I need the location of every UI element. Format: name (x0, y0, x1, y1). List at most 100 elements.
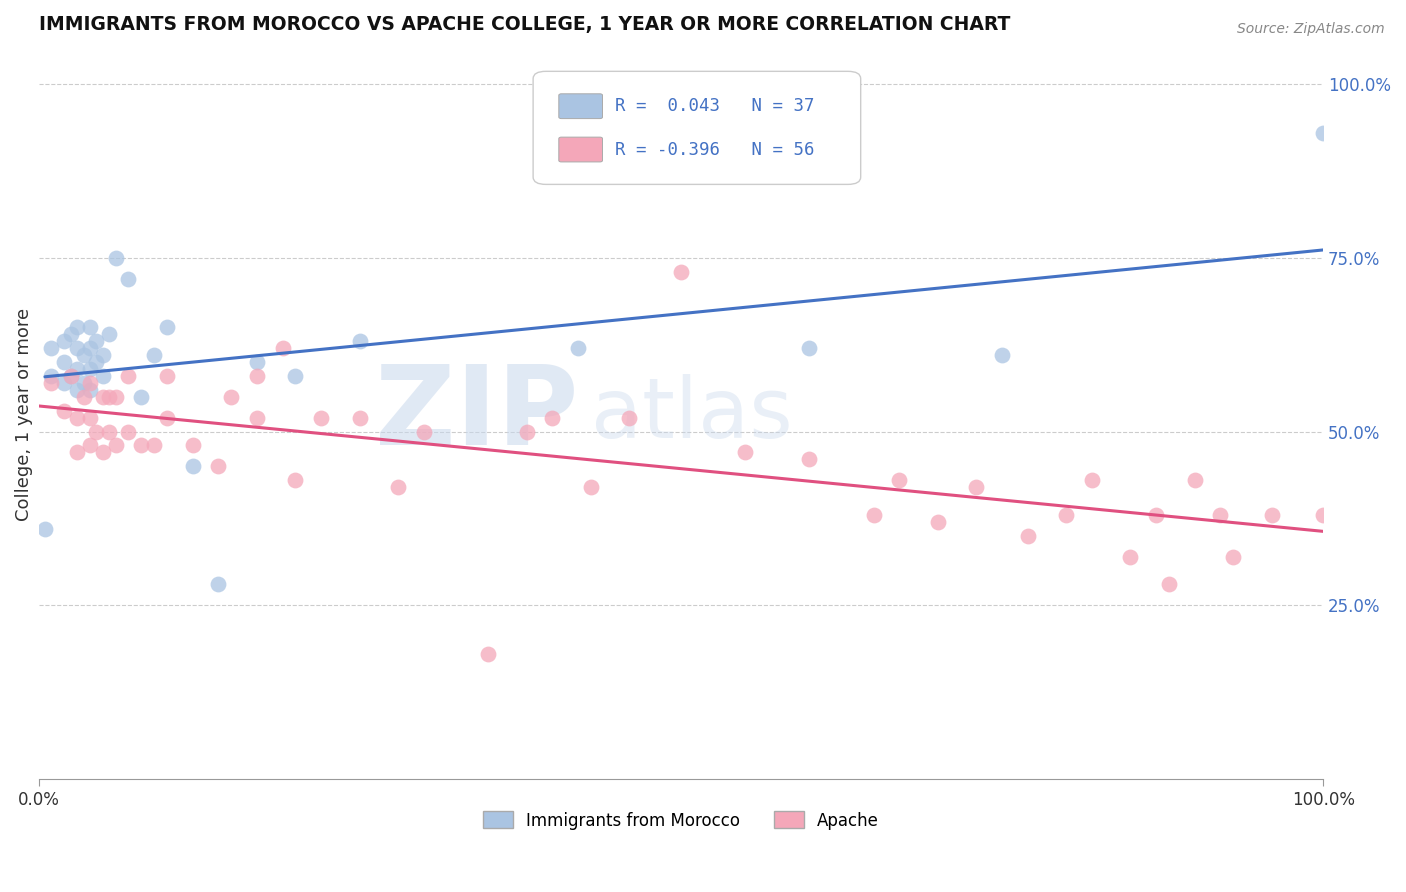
Point (1312, 508, 1334, 522)
Point (619, 410, 641, 425)
Point (207, 459, 229, 474)
FancyBboxPatch shape (558, 137, 603, 162)
Point (413, 425, 436, 439)
Point (53, 376, 76, 390)
Point (579, 480, 602, 494)
Point (1222, 549, 1244, 564)
Point (1119, 549, 1142, 564)
Point (117, 425, 139, 439)
Point (104, 390, 127, 404)
Point (284, 368, 307, 383)
Point (53, 334, 76, 349)
Point (349, 410, 371, 425)
Point (66, 445, 89, 459)
Point (181, 438, 204, 452)
Point (41, 376, 63, 390)
Point (86, 425, 108, 439)
Point (104, 438, 127, 452)
Text: Source: ZipAtlas.com: Source: ZipAtlas.com (1237, 22, 1385, 37)
Point (86, 355, 108, 369)
Point (965, 480, 987, 494)
Point (143, 348, 166, 362)
Point (799, 341, 821, 355)
Point (104, 251, 127, 265)
Point (1081, 473, 1104, 487)
Point (66, 320, 89, 334)
Point (1184, 473, 1206, 487)
Point (477, 647, 499, 661)
Point (862, 508, 884, 522)
Point (59, 327, 82, 342)
Point (91, 390, 114, 404)
Point (79, 320, 101, 334)
Point (156, 368, 179, 383)
Point (41, 368, 63, 383)
Point (927, 515, 949, 529)
Text: atlas: atlas (591, 374, 793, 455)
Point (53, 403, 76, 417)
Point (669, 265, 692, 279)
Point (66, 341, 89, 355)
Point (34, 522, 56, 536)
Point (246, 410, 269, 425)
Point (79, 383, 101, 397)
Point (66, 410, 89, 425)
Point (72, 390, 94, 404)
Point (72, 348, 94, 362)
Point (98, 390, 121, 404)
Point (991, 348, 1014, 362)
Point (53, 355, 76, 369)
Point (889, 473, 911, 487)
Text: IMMIGRANTS FROM MOROCCO VS APACHE COLLEGE, 1 YEAR OR MORE CORRELATION CHART: IMMIGRANTS FROM MOROCCO VS APACHE COLLEG… (38, 15, 1010, 34)
Point (98, 425, 121, 439)
Point (799, 452, 821, 467)
Point (1144, 508, 1167, 522)
Point (1209, 508, 1232, 522)
Point (41, 341, 63, 355)
Point (86, 334, 108, 349)
Point (541, 410, 564, 425)
Point (349, 334, 371, 349)
Point (59, 368, 82, 383)
Point (246, 355, 269, 369)
FancyBboxPatch shape (533, 71, 860, 185)
Text: R =  0.043   N = 37: R = 0.043 N = 37 (616, 97, 815, 115)
Legend: Immigrants from Morocco, Apache: Immigrants from Morocco, Apache (477, 805, 886, 836)
Point (387, 480, 409, 494)
Point (156, 410, 179, 425)
Point (567, 341, 589, 355)
Point (131, 438, 153, 452)
Point (207, 577, 229, 591)
Point (98, 327, 121, 342)
Point (72, 376, 94, 390)
Point (91, 348, 114, 362)
Point (117, 271, 139, 285)
Point (143, 438, 166, 452)
Point (66, 383, 89, 397)
Point (219, 390, 242, 404)
Point (246, 368, 269, 383)
Point (1054, 508, 1077, 522)
Point (59, 368, 82, 383)
Point (516, 425, 538, 439)
Point (156, 320, 179, 334)
Point (91, 368, 114, 383)
Point (271, 341, 294, 355)
Point (1312, 126, 1334, 140)
FancyBboxPatch shape (558, 94, 603, 119)
Point (79, 362, 101, 376)
Point (284, 473, 307, 487)
Y-axis label: College, 1 year or more: College, 1 year or more (15, 308, 32, 521)
Point (79, 341, 101, 355)
Point (1017, 529, 1039, 543)
Point (79, 438, 101, 452)
Point (309, 410, 332, 425)
Point (131, 390, 153, 404)
Point (181, 459, 204, 474)
Point (79, 376, 101, 390)
Point (79, 410, 101, 425)
Point (91, 445, 114, 459)
Point (734, 445, 756, 459)
Point (1261, 508, 1284, 522)
Point (66, 362, 89, 376)
